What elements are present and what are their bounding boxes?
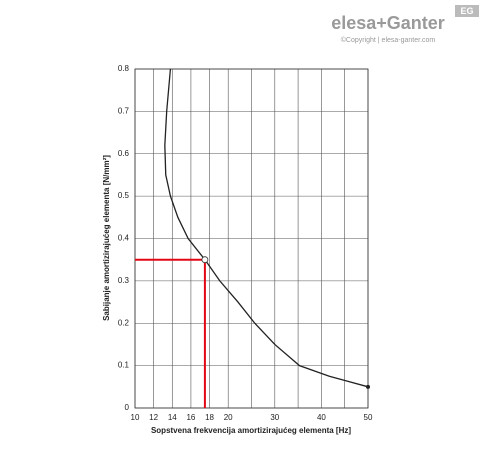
y-tick-label: 0.6 bbox=[118, 149, 130, 158]
y-tick-label: 0.5 bbox=[118, 191, 130, 200]
y-tick-label: 0 bbox=[125, 403, 130, 412]
badge-box bbox=[455, 5, 479, 17]
badge: EG bbox=[460, 6, 473, 16]
x-tick-label: 12 bbox=[149, 413, 158, 422]
y-tick-label: 0.3 bbox=[118, 276, 130, 285]
y-tick-label: 0.7 bbox=[118, 106, 130, 115]
y-axis-label: Sabijanje amortizirajućeg elementa [N/mm… bbox=[102, 155, 111, 321]
x-tick-label: 16 bbox=[186, 413, 195, 422]
x-axis-label: Sopstvena frekvencija amortizirajućeg el… bbox=[151, 426, 351, 435]
x-tick-label: 40 bbox=[317, 413, 326, 422]
x-tick-label: 50 bbox=[364, 413, 373, 422]
curve bbox=[164, 68, 369, 388]
copyright: ©Copyright | elesa-ganter.com bbox=[341, 36, 436, 44]
y-tick-label: 0.2 bbox=[118, 318, 130, 327]
brand-name: elesa+Ganter bbox=[331, 13, 445, 33]
end-dot bbox=[366, 384, 370, 389]
x-tick-label: 20 bbox=[224, 413, 233, 422]
y-tick-label: 0.8 bbox=[118, 64, 130, 73]
x-tick-label: 18 bbox=[205, 413, 214, 422]
x-tick-label: 10 bbox=[131, 413, 140, 422]
y-tick-label: 0.1 bbox=[118, 361, 130, 370]
plot-frame bbox=[134, 68, 369, 409]
x-tick-label: 30 bbox=[270, 413, 279, 422]
x-tick-label: 14 bbox=[168, 413, 177, 422]
highlight-point bbox=[201, 256, 209, 264]
y-tick-label: 0.4 bbox=[118, 234, 130, 243]
